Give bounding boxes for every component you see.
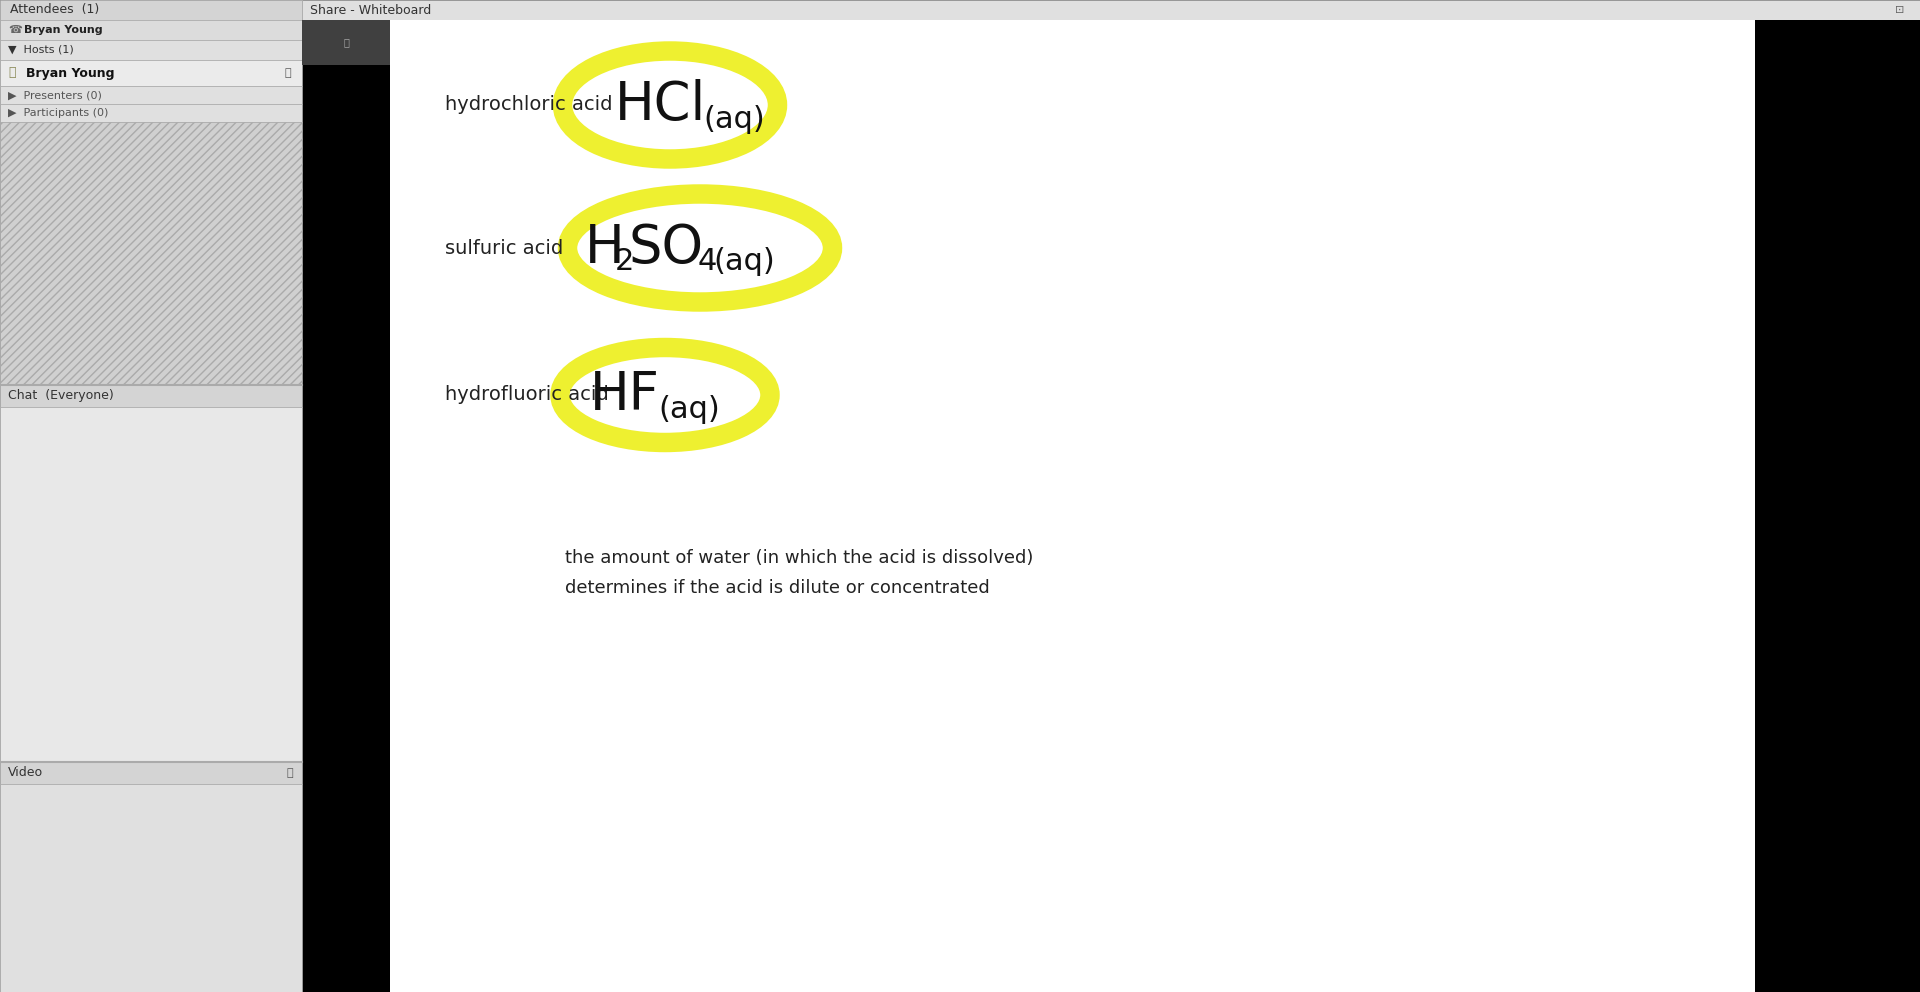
- Text: ☎: ☎: [8, 25, 21, 35]
- Text: H: H: [586, 222, 624, 274]
- Text: hydrochloric acid: hydrochloric acid: [445, 95, 612, 114]
- Text: SO: SO: [630, 222, 705, 274]
- Bar: [301, 20, 390, 65]
- Bar: [0, 122, 301, 385]
- Ellipse shape: [566, 354, 762, 435]
- Text: HCl: HCl: [614, 79, 707, 131]
- Text: 2: 2: [614, 247, 634, 277]
- Ellipse shape: [574, 201, 826, 295]
- Text: ▶  Presenters (0): ▶ Presenters (0): [8, 90, 102, 100]
- Text: hydrofluoric acid: hydrofluoric acid: [445, 386, 609, 405]
- Text: Chat  (Everyone): Chat (Everyone): [8, 390, 113, 403]
- Bar: [0, 407, 301, 762]
- Bar: [301, 20, 390, 992]
- Text: ⛶: ⛶: [286, 768, 294, 778]
- Bar: [0, 40, 301, 60]
- Text: HF: HF: [589, 369, 660, 421]
- Bar: [0, 0, 301, 20]
- Text: (aq): (aq): [659, 395, 720, 424]
- Text: Video: Video: [8, 767, 42, 780]
- Text: Share - Whiteboard: Share - Whiteboard: [309, 4, 432, 17]
- Text: ⊡: ⊡: [1895, 5, 1905, 15]
- Text: 4: 4: [699, 247, 718, 277]
- Text: Attendees  (1): Attendees (1): [10, 4, 100, 17]
- Bar: [0, 385, 301, 407]
- Text: (aq): (aq): [703, 104, 764, 134]
- Ellipse shape: [570, 58, 770, 152]
- Bar: [0, 762, 301, 784]
- Bar: [301, 0, 1920, 20]
- Bar: [0, 784, 301, 992]
- Bar: [0, 60, 301, 86]
- Bar: [0, 86, 301, 104]
- Bar: [0, 20, 301, 40]
- Bar: [390, 20, 1755, 992]
- Bar: [0, 0, 301, 992]
- Text: 🎤: 🎤: [284, 68, 292, 78]
- Bar: [1755, 20, 1920, 992]
- Text: ▶  Participants (0): ▶ Participants (0): [8, 108, 108, 118]
- Text: Bryan Young: Bryan Young: [23, 25, 102, 35]
- Text: Bryan Young: Bryan Young: [27, 66, 115, 79]
- Text: 🎙: 🎙: [344, 37, 349, 47]
- Text: ▼  Hosts (1): ▼ Hosts (1): [8, 45, 73, 55]
- Text: the amount of water (in which the acid is dissolved): the amount of water (in which the acid i…: [564, 549, 1033, 567]
- Bar: [0, 104, 301, 122]
- Text: 🔒: 🔒: [8, 66, 15, 79]
- Text: sulfuric acid: sulfuric acid: [445, 238, 563, 258]
- Text: (aq): (aq): [712, 247, 776, 277]
- Text: determines if the acid is dilute or concentrated: determines if the acid is dilute or conc…: [564, 579, 989, 597]
